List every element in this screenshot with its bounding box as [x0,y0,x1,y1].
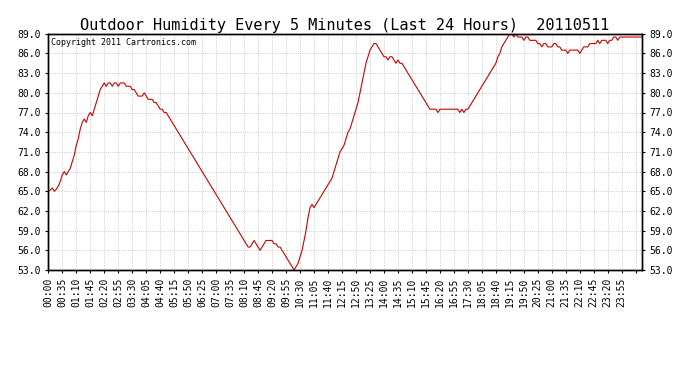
Text: Copyright 2011 Cartronics.com: Copyright 2011 Cartronics.com [51,39,196,48]
Title: Outdoor Humidity Every 5 Minutes (Last 24 Hours)  20110511: Outdoor Humidity Every 5 Minutes (Last 2… [80,18,610,33]
